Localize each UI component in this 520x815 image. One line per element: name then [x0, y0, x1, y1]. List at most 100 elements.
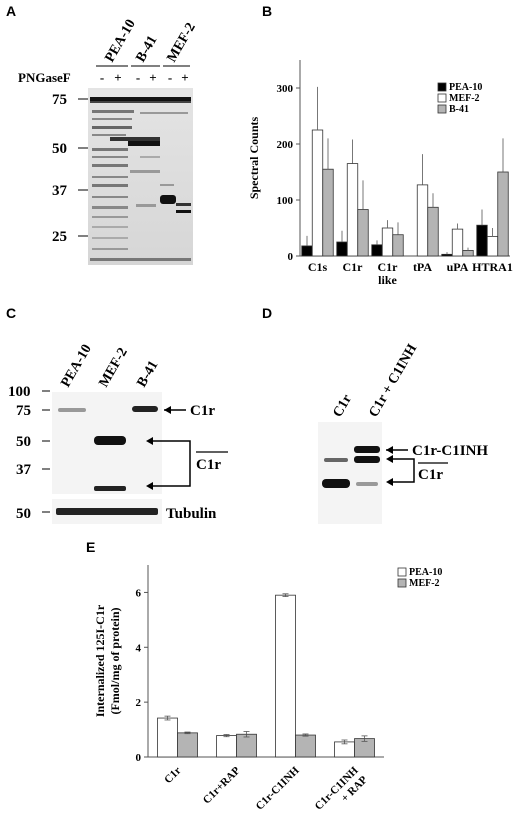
- panel-d-gel-bands: [322, 446, 380, 488]
- undefined-y-tick-label-1: 2: [136, 697, 142, 709]
- undefined-y-label-0: Spectral Counts: [247, 117, 261, 200]
- undefined-bar-2-4: [462, 249, 474, 257]
- undefined-legend-swatch-0: [397, 567, 407, 577]
- undefined-y-label-1: (Fmol/mg of protein): [108, 607, 122, 714]
- panel-a-lane-3: MEF-2: [164, 20, 198, 65]
- panel-a-mw-25: 25: [52, 229, 67, 245]
- panel-a-sign-6: +: [181, 70, 188, 85]
- panel-c-tubulin-band: [56, 508, 158, 515]
- undefined-category-2-line-1: like: [378, 273, 397, 287]
- panel-e: E 0 2 4 6 Internalized 125I-C1r (Fmol/mg of p…: [86, 539, 442, 815]
- panel-a-sign-4: +: [149, 70, 156, 85]
- panel-a-sign-3: -: [136, 70, 140, 85]
- panel-c-mw-37: 37: [16, 462, 32, 478]
- panel-a-mw-75: 75: [52, 92, 67, 108]
- panel-a-gel-bands: [90, 97, 191, 261]
- panel-c-label: C: [6, 305, 16, 321]
- panel-c-lane-3: B-41: [134, 358, 161, 390]
- panel-b-label: B: [262, 3, 272, 19]
- panel-d-complex-label: C1r-C1INH: [412, 443, 488, 459]
- undefined-legend-label-0: PEA-10: [409, 567, 442, 578]
- undefined-y-tick-label-3: 300: [277, 83, 294, 95]
- undefined-bar-2-1: [357, 209, 369, 257]
- undefined-category-1: C1r: [343, 260, 364, 274]
- undefined-bar-0-1: [336, 241, 348, 257]
- undefined-bar-2-5: [497, 171, 509, 257]
- undefined-category-1: C1r+RAP: [201, 764, 243, 806]
- undefined-legend-swatch-1: [397, 578, 407, 588]
- undefined-bar-0-4: [441, 253, 453, 257]
- undefined-bar-0-0: [301, 245, 313, 257]
- panel-d-lane-1: C1r: [330, 392, 355, 420]
- undefined-y-tick-label-3: 6: [136, 587, 142, 599]
- undefined-bar-1-0: [177, 732, 198, 758]
- panel-a-mw-50: 50: [52, 141, 67, 157]
- undefined-category-2: C1r-C1INH: [254, 764, 302, 812]
- panel-a-lane-2: B-41: [133, 33, 160, 65]
- panel-d-label: D: [262, 305, 272, 321]
- undefined-y-label-0: Internalized 125I-C1r: [93, 604, 107, 717]
- panel-c-lane-2: MEF-2: [96, 345, 130, 390]
- panel-c-mw-75: 75: [16, 403, 31, 419]
- panel-c: C PEA-10 MEF-2 B-41 100 75 50 37 50 C1r …: [6, 305, 228, 524]
- undefined-bar-2-0: [322, 168, 334, 257]
- undefined-y-tick-label-1: 100: [277, 195, 294, 207]
- panel-a-sign-5: -: [168, 70, 172, 85]
- undefined-bar-1-2: [295, 734, 316, 758]
- undefined-bar-0-1: [216, 735, 237, 758]
- panel-c-c1r-label: C1r: [190, 403, 215, 419]
- undefined-category-2-line-0: C1r-C1INH: [254, 764, 302, 812]
- undefined-legend-swatch-0: [437, 82, 447, 92]
- panel-c-lane-1: PEA-10: [58, 342, 94, 390]
- undefined-bar-1-4: [451, 228, 464, 257]
- panel-c-tubulin-label: Tubulin: [166, 506, 217, 522]
- undefined-y-tick-label-2: 4: [136, 642, 142, 654]
- undefined-bar-2-2: [392, 234, 404, 257]
- undefined-legend-swatch-2: [437, 104, 447, 114]
- undefined-bar-1-0: [311, 129, 324, 257]
- panel-c-bracket: [150, 440, 191, 487]
- undefined-category-0-line-0: C1r: [162, 765, 184, 787]
- undefined-bar-1-3: [416, 184, 429, 257]
- undefined-y-tick-label-0: 0: [288, 251, 294, 263]
- undefined-category-0: C1s: [308, 260, 328, 274]
- undefined-category-3: C1r-C1INH+ RAP: [313, 764, 370, 815]
- panel-c-c1r-bar-label: C1r: [196, 457, 221, 473]
- panel-c-mw-100: 100: [8, 384, 31, 400]
- undefined-bar-2-3: [427, 206, 439, 257]
- panel-d-bracket: [390, 458, 415, 483]
- undefined-bar-0-2: [371, 244, 383, 257]
- panel-c-mw-50: 50: [16, 434, 31, 450]
- undefined-legend-label-1: MEF-2: [449, 93, 480, 104]
- undefined-legend-label-1: MEF-2: [409, 578, 440, 589]
- panel-c-mw-tubulin: 50: [16, 506, 31, 522]
- undefined-category-4: uPA: [447, 260, 469, 274]
- undefined-legend-label-2: B-41: [449, 104, 469, 115]
- panel-a-sign-1: -: [100, 70, 104, 85]
- panel-a: A PEA-10 B-41 MEF-2 PNGaseF - + - + - +: [6, 3, 199, 265]
- panel-a-label: A: [6, 3, 16, 19]
- panel-d-gel: [318, 422, 382, 524]
- undefined-y-tick-label-0: 0: [136, 752, 142, 764]
- panel-c-gel-bands: [58, 406, 158, 491]
- undefined-legend-swatch-1: [437, 93, 447, 103]
- undefined-bar-1-1: [346, 163, 359, 257]
- panel-e-label: E: [86, 539, 95, 555]
- undefined-category-0: C1r: [162, 765, 184, 787]
- panel-d-lane-2: C1r + C1INH: [366, 342, 420, 420]
- undefined-bar-0-2: [275, 594, 296, 758]
- undefined-y-tick-label-2: 200: [277, 139, 294, 151]
- panel-e-chart: 0 2 4 6 Internalized 125I-C1r (Fmol/mg of pro…: [93, 565, 442, 815]
- panel-d-c1r-bar-label: C1r: [418, 467, 443, 483]
- undefined-category-2-line-0: C1r: [378, 260, 399, 274]
- undefined-category-1-line-0: C1r+RAP: [201, 764, 243, 806]
- undefined-bar-1-5: [486, 235, 499, 257]
- panel-a-sign-2: +: [114, 70, 121, 85]
- undefined-bar-0-0: [157, 717, 178, 758]
- undefined-category-2: C1r like: [378, 260, 399, 287]
- panel-d: D C1r C1r + C1INH C1r-C1INH C1r: [262, 305, 488, 524]
- panel-a-treatment: PNGaseF: [18, 70, 71, 85]
- undefined-bar-1-2: [381, 227, 394, 257]
